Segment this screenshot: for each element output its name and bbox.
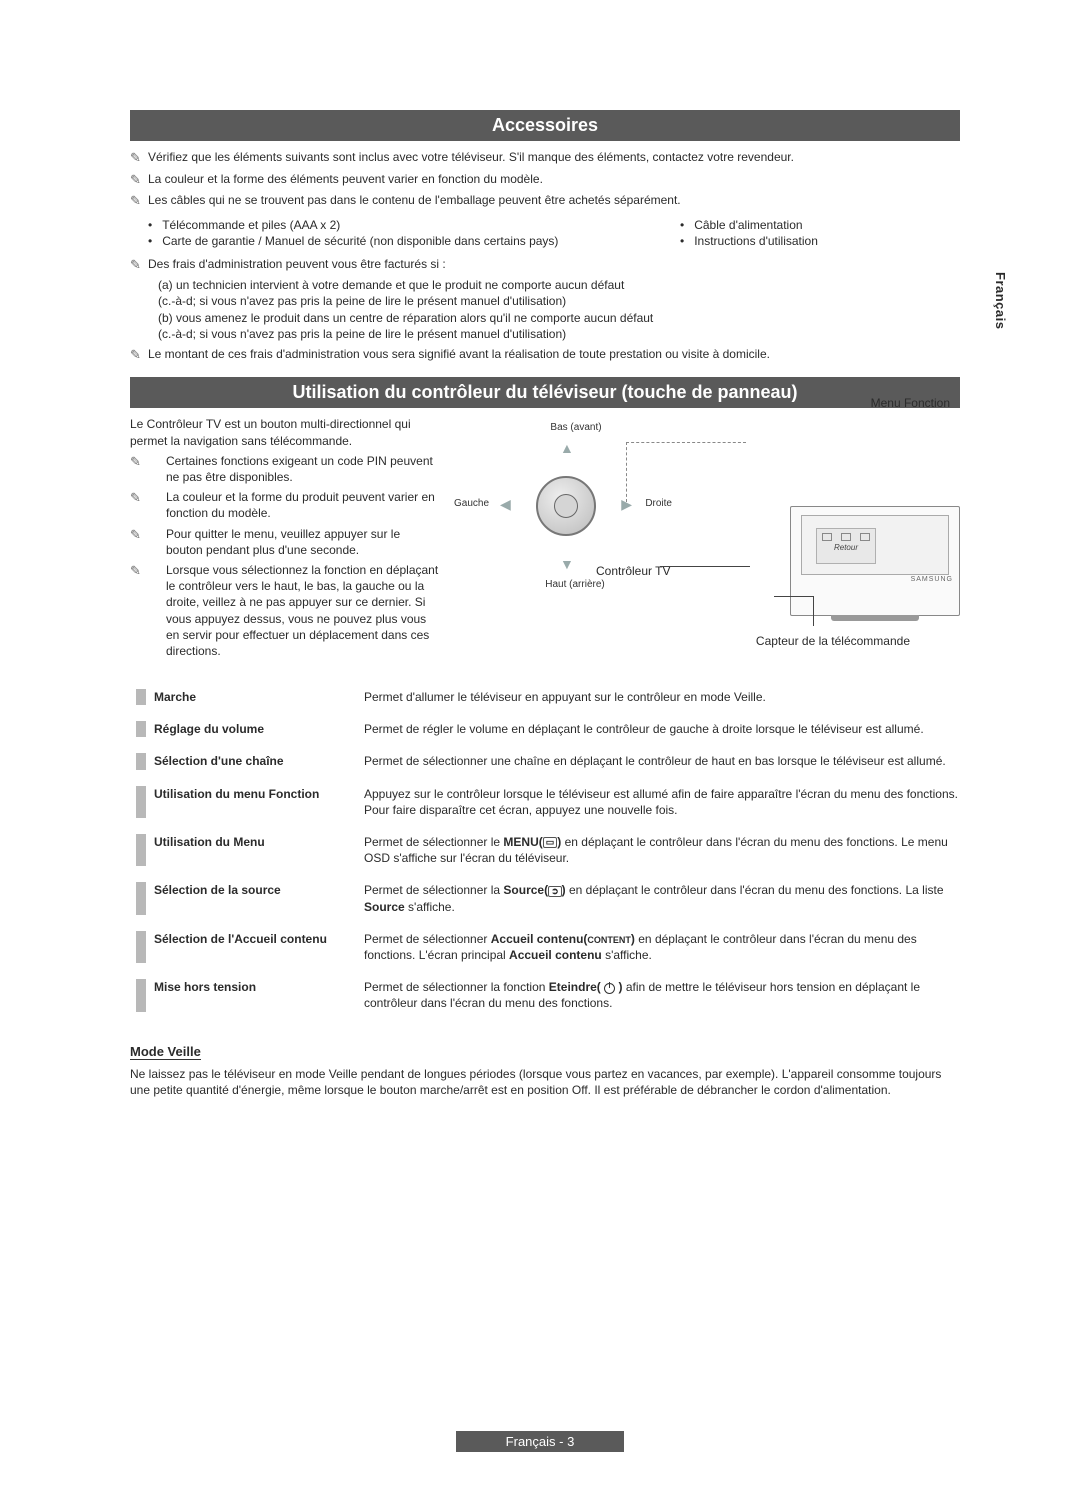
note-icon: ✎ <box>130 149 148 167</box>
note-line: ✎La couleur et la forme des éléments peu… <box>130 171 960 189</box>
controller-intro: Le Contrôleur TV est un bouton multi-dir… <box>130 416 440 448</box>
note-text: La couleur et la forme des éléments peuv… <box>148 171 543 187</box>
admin-sub: (c.-à-d; si vous n'avez pas pris la pein… <box>158 293 960 309</box>
table-row: Utilisation du Menu Permet de sélectionn… <box>130 826 960 874</box>
note-icon: ✎ <box>130 562 148 580</box>
bullet-item: Instructions d'utilisation <box>680 234 960 248</box>
admin-sub: (a) un technicien intervient à votre dem… <box>158 277 960 293</box>
func-label: Marche <box>154 689 364 704</box>
diagram-label-left: Gauche <box>454 498 489 509</box>
func-desc: Permet de sélectionner la Source(➲) en d… <box>364 882 960 914</box>
note-icon: ✎ <box>130 171 148 189</box>
arrow-left-icon: ◀ <box>500 496 511 513</box>
func-desc: Permet de régler le volume en déplaçant … <box>364 721 960 737</box>
func-label: Réglage du volume <box>154 721 364 736</box>
func-desc: Permet de sélectionner une chaîne en dép… <box>364 753 960 769</box>
note-line: ✎Les câbles qui ne se trouvent pas dans … <box>130 192 960 210</box>
note-line: ✎Vérifiez que les éléments suivants sont… <box>130 149 960 167</box>
source-icon: ➲ <box>548 886 562 897</box>
controller-diagram: ▲ ▼ ◀ ▶ Bas (avant) Haut (arrière) Gauch… <box>456 416 960 646</box>
function-table: Marche Permet d'allumer le téléviseur en… <box>130 681 960 1019</box>
admin-sub: (c.-à-d; si vous n'avez pas pris la pein… <box>158 326 960 342</box>
footer-label: Français - 3 <box>456 1431 625 1452</box>
note-line: ✎ Lorsque vous sélectionnez la fonction e… <box>130 562 440 659</box>
note-text: Lorsque vous sélectionnez la fonction en… <box>166 562 440 659</box>
controller-header: Utilisation du contrôleur du téléviseur … <box>130 377 960 408</box>
samsung-logo: SAMSUNG <box>911 576 953 583</box>
note-line: ✎ Certaines fonctions exigeant un code PI… <box>130 453 440 485</box>
note-icon: ✎ <box>130 526 148 544</box>
note-line: ✎Des frais d'administration peuvent vous… <box>130 256 960 274</box>
note-icon: ✎ <box>130 489 148 507</box>
bullet-item: Câble d'alimentation <box>680 218 960 232</box>
diagram-label-bottom: Haut (arrière) <box>530 579 620 590</box>
func-label: Sélection de l'Accueil contenu <box>154 931 364 946</box>
admin-sub: (b) vous amenez le produit dans un centr… <box>158 310 960 326</box>
table-row: Marche Permet d'allumer le téléviseur en… <box>130 681 960 713</box>
power-icon <box>604 983 615 994</box>
func-label: Utilisation du menu Fonction <box>154 786 364 801</box>
language-tab: Français <box>993 272 1008 329</box>
note-text: Des frais d'administration peuvent vous … <box>148 256 446 272</box>
table-row: Sélection de la source Permet de sélecti… <box>130 874 960 922</box>
table-row: Utilisation du menu Fonction Appuyez sur… <box>130 778 960 826</box>
note-icon: ✎ <box>130 453 148 471</box>
arrow-up-icon: ▲ <box>560 440 574 456</box>
note-text: Certaines fonctions exigeant un code PIN… <box>166 453 440 485</box>
menu-box-graphic: Retour <box>816 528 876 564</box>
bullet-item: Carte de garantie / Manuel de sécurité (… <box>148 234 680 248</box>
page-footer: Français - 3 <box>0 1431 1080 1452</box>
table-row: Réglage du volume Permet de régler le vo… <box>130 713 960 745</box>
content-icon: CONTENT <box>587 935 631 945</box>
func-label: Sélection de la source <box>154 882 364 897</box>
note-text: Le montant de ces frais d'administration… <box>148 346 770 362</box>
bullet-item: Télécommande et piles (AAA x 2) <box>148 218 680 232</box>
note-line: ✎ La couleur et la forme du produit peuve… <box>130 489 440 521</box>
accessories-bullets: Télécommande et piles (AAA x 2) Carte de… <box>148 216 960 250</box>
accessories-header: Accessoires <box>130 110 960 141</box>
note-line: ✎ Pour quitter le menu, veuillez appuyer … <box>130 526 440 558</box>
func-label: Utilisation du Menu <box>154 834 364 849</box>
func-desc: Permet de sélectionner le MENU(▭) en dép… <box>364 834 960 866</box>
func-desc: Permet d'allumer le téléviseur en appuya… <box>364 689 960 705</box>
tv-graphic: Retour SAMSUNG <box>790 506 960 616</box>
func-desc: Permet de sélectionner la fonction Etein… <box>364 979 960 1011</box>
note-icon: ✎ <box>130 346 148 364</box>
table-row: Mise hors tension Permet de sélectionner… <box>130 971 960 1019</box>
capteur-label: Capteur de la télécommande <box>756 634 910 648</box>
arrow-down-icon: ▼ <box>560 556 574 572</box>
diagram-label-top: Bas (avant) <box>536 422 616 433</box>
controller-graphic: ▲ ▼ ◀ ▶ Bas (avant) Haut (arrière) Gauch… <box>506 446 626 566</box>
note-text: Vérifiez que les éléments suivants sont … <box>148 149 794 165</box>
mode-veille-heading: Mode Veille <box>130 1044 201 1060</box>
func-label: Sélection d'une chaîne <box>154 753 364 768</box>
table-row: Sélection d'une chaîne Permet de sélecti… <box>130 745 960 777</box>
mode-veille-text: Ne laissez pas le téléviseur en mode Vei… <box>130 1066 960 1100</box>
menu-icon: ▭ <box>543 837 558 848</box>
note-text: Les câbles qui ne se trouvent pas dans l… <box>148 192 681 208</box>
note-icon: ✎ <box>130 256 148 274</box>
note-icon: ✎ <box>130 192 148 210</box>
func-desc: Appuyez sur le contrôleur lorsque le tél… <box>364 786 960 818</box>
table-row: Sélection de l'Accueil contenu Permet de… <box>130 923 960 971</box>
note-line: ✎Le montant de ces frais d'administratio… <box>130 346 960 364</box>
func-label: Mise hors tension <box>154 979 364 994</box>
note-text: Pour quitter le menu, veuillez appuyer s… <box>166 526 440 558</box>
menu-fonction-label: Menu Fonction <box>871 396 950 410</box>
note-text: La couleur et la forme du produit peuven… <box>166 489 440 521</box>
func-desc: Permet de sélectionner Accueil contenu(C… <box>364 931 960 963</box>
